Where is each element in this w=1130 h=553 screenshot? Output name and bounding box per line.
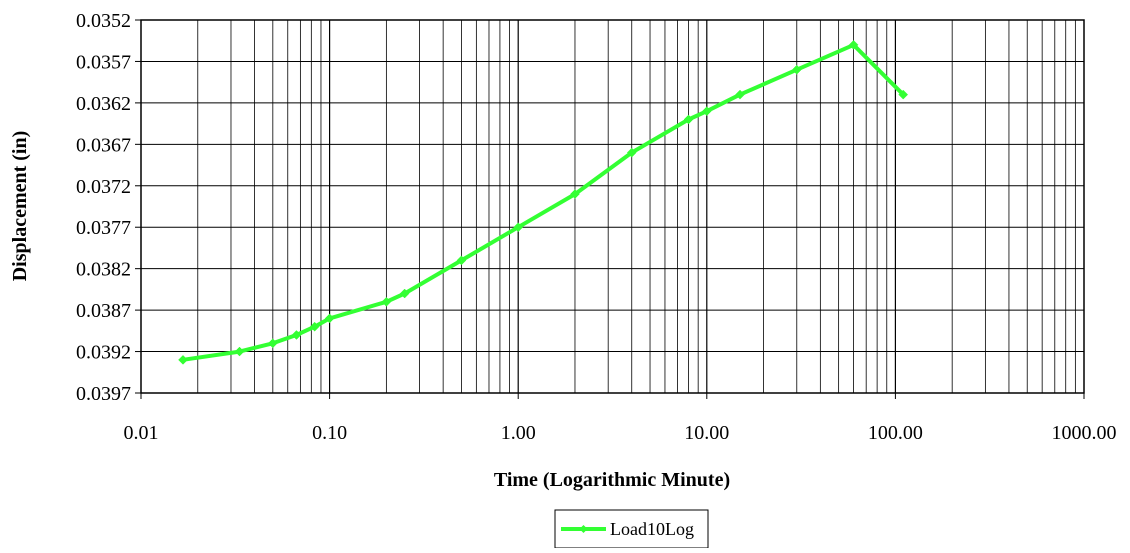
data-point	[291, 330, 302, 340]
data-point	[683, 114, 694, 125]
data-point	[570, 189, 580, 199]
plot-border	[140, 19, 1085, 394]
y-tick-label: 0.0362	[76, 93, 131, 115]
data-point	[309, 321, 320, 332]
x-tick-labels: 0.01 0.10 1.00 10.00 100.00 1000.00	[124, 393, 1117, 444]
x-tick-label: 1000.00	[1052, 422, 1117, 444]
data-point	[626, 147, 637, 158]
data-point	[456, 255, 467, 266]
x-tick-label: 0.01	[124, 422, 159, 444]
legend: Load10Log	[554, 509, 709, 549]
y-tick-label: 0.0392	[76, 342, 131, 364]
data-point	[267, 338, 278, 349]
y-tick-label: 0.0357	[76, 51, 131, 73]
legend-series-label: Load10Log	[610, 519, 694, 539]
series-line	[181, 42, 906, 362]
data-point	[178, 354, 188, 365]
y-tick-label: 0.0397	[76, 383, 131, 405]
data-point	[701, 106, 712, 117]
data-point	[381, 296, 392, 307]
y-tick-label: 0.0387	[76, 300, 131, 322]
grid	[141, 20, 1084, 393]
y-tick-labels: 0.0352 0.0357 0.0362 0.0367 0.0372 0.0377 0.03…	[76, 10, 141, 405]
data-point	[791, 64, 802, 75]
data-point	[898, 89, 909, 100]
plot-area	[141, 20, 1084, 393]
y-tick-label: 0.0372	[76, 176, 131, 198]
y-tick-label: 0.0382	[76, 259, 131, 281]
x-tick-label: 100.00	[868, 422, 923, 444]
y-tick-label: 0.0367	[76, 134, 131, 156]
x-tick-label: 1.00	[501, 422, 536, 444]
data-point	[848, 40, 859, 50]
data-point	[324, 313, 335, 324]
x-axis-title: Time (Logarithmic Minute)	[494, 469, 730, 491]
x-tick-label: 10.00	[684, 422, 729, 444]
series-layer	[178, 40, 909, 365]
data-point	[234, 346, 245, 357]
y-tick-label: 0.0377	[76, 217, 131, 239]
legend-series-marker	[579, 525, 588, 533]
y-axis-title: Displacement (in)	[9, 131, 31, 282]
data-point	[399, 288, 410, 299]
x-tick-label: 0.10	[312, 422, 347, 444]
data-point	[735, 89, 745, 100]
y-tick-label: 0.0352	[76, 10, 131, 32]
data-point	[513, 222, 524, 233]
